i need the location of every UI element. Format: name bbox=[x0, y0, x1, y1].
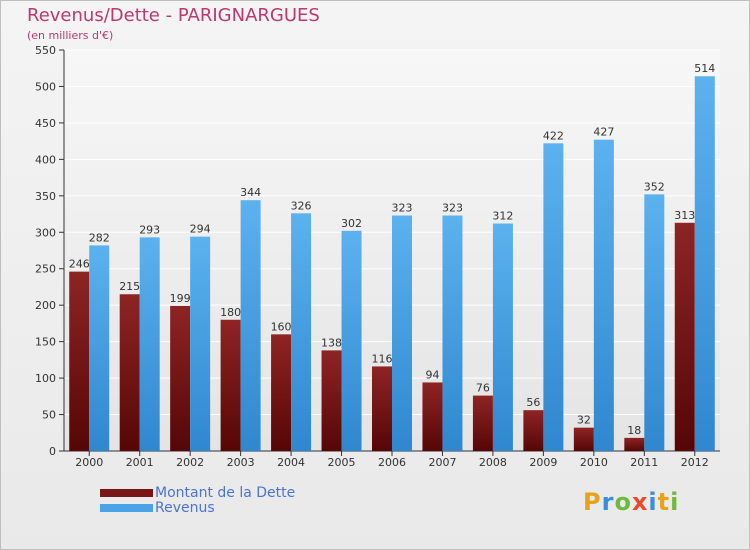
y-tick-label: 450 bbox=[35, 117, 56, 130]
y-tick-label: 100 bbox=[35, 372, 56, 385]
logo-letter: t bbox=[657, 488, 671, 516]
x-tick-label: 2002 bbox=[176, 456, 204, 469]
data-label-revenus: 514 bbox=[694, 62, 715, 75]
y-tick-label: 50 bbox=[42, 409, 56, 422]
data-label-dette: 160 bbox=[271, 320, 292, 333]
x-tick-label: 2005 bbox=[328, 456, 356, 469]
logo-letter: i bbox=[670, 488, 680, 516]
bar-revenus bbox=[644, 194, 665, 452]
data-label-dette: 180 bbox=[220, 306, 241, 319]
data-label-dette: 138 bbox=[321, 336, 342, 349]
y-tick-label: 400 bbox=[35, 153, 56, 166]
data-label-dette: 94 bbox=[425, 368, 439, 381]
bar-revenus bbox=[543, 143, 564, 451]
bar-revenus bbox=[190, 236, 211, 451]
bar-dette bbox=[372, 366, 392, 451]
data-label-dette: 76 bbox=[476, 382, 490, 395]
x-tick-label: 2012 bbox=[681, 456, 709, 469]
bar-dette bbox=[220, 319, 241, 451]
chart-title: Revenus/Dette - PARIGNARGUES bbox=[27, 5, 320, 26]
y-tick-label: 550 bbox=[35, 44, 56, 57]
bar-revenus bbox=[240, 200, 261, 451]
data-label-dette: 116 bbox=[372, 352, 393, 365]
y-tick-label: 150 bbox=[35, 336, 56, 349]
x-tick-label: 2010 bbox=[580, 456, 608, 469]
logo-letter: P bbox=[583, 488, 602, 516]
x-tick-label: 2009 bbox=[529, 456, 557, 469]
logo-letter: o bbox=[614, 488, 632, 516]
proxiti-logo: Proxiti bbox=[583, 488, 679, 516]
bar-revenus bbox=[139, 237, 160, 451]
bar-revenus bbox=[291, 213, 312, 451]
data-label-revenus: 323 bbox=[442, 202, 463, 215]
bar-revenus bbox=[694, 76, 715, 451]
data-label-revenus: 312 bbox=[492, 210, 513, 223]
y-tick-label: 0 bbox=[49, 445, 56, 458]
data-label-dette: 32 bbox=[577, 414, 591, 427]
logo-letter: x bbox=[631, 488, 649, 516]
bar-revenus bbox=[442, 215, 463, 451]
x-tick-label: 2000 bbox=[75, 456, 103, 469]
bar-dette bbox=[674, 222, 695, 451]
x-tick-label: 2011 bbox=[630, 456, 658, 469]
data-label-dette: 313 bbox=[674, 209, 695, 222]
bar-revenus bbox=[341, 230, 362, 451]
data-label-dette: 199 bbox=[170, 292, 191, 305]
bar-dette bbox=[624, 437, 645, 451]
legend-swatch-dette bbox=[100, 489, 153, 497]
data-label-revenus: 294 bbox=[190, 223, 211, 236]
bar-dette bbox=[271, 334, 292, 451]
bar-dette bbox=[69, 271, 90, 451]
data-label-revenus: 323 bbox=[392, 202, 413, 215]
data-label-dette: 56 bbox=[526, 396, 540, 409]
bar-dette bbox=[523, 410, 544, 451]
bar-revenus bbox=[492, 223, 513, 451]
logo-letter: r bbox=[601, 488, 615, 516]
bar-dette bbox=[170, 305, 191, 451]
legend-swatch-revenus bbox=[100, 504, 153, 512]
bar-revenus bbox=[593, 139, 614, 452]
bar-dette bbox=[573, 427, 594, 451]
logo-letter: i bbox=[648, 488, 658, 516]
x-tick-label: 2006 bbox=[378, 456, 406, 469]
data-label-revenus: 282 bbox=[89, 231, 110, 244]
x-tick-label: 2004 bbox=[277, 456, 305, 469]
data-label-revenus: 427 bbox=[593, 126, 614, 139]
x-tick-label: 2008 bbox=[479, 456, 507, 469]
y-tick-label: 300 bbox=[35, 226, 56, 239]
y-tick-label: 200 bbox=[35, 299, 56, 312]
x-tick-label: 2007 bbox=[428, 456, 456, 469]
data-label-revenus: 326 bbox=[291, 199, 312, 212]
x-tick-label: 2003 bbox=[227, 456, 255, 469]
bar-dette bbox=[472, 395, 493, 451]
bar-dette bbox=[422, 382, 443, 451]
y-tick-label: 250 bbox=[35, 263, 56, 276]
bar-revenus bbox=[89, 245, 110, 451]
data-label-revenus: 344 bbox=[240, 186, 261, 199]
bar-dette bbox=[119, 294, 140, 451]
data-label-dette: 18 bbox=[627, 424, 641, 437]
data-label-revenus: 293 bbox=[139, 223, 160, 236]
data-label-dette: 246 bbox=[69, 258, 90, 271]
bar-revenus bbox=[392, 215, 412, 451]
chart-subtitle: (en milliers d'€) bbox=[27, 29, 114, 42]
y-tick-label: 350 bbox=[35, 190, 56, 203]
data-label-revenus: 302 bbox=[341, 217, 362, 230]
legend-label-dette: Montant de la Dette bbox=[155, 485, 296, 501]
data-label-revenus: 352 bbox=[644, 180, 665, 193]
data-label-dette: 215 bbox=[119, 280, 140, 293]
bar-dette bbox=[321, 350, 342, 451]
data-label-revenus: 422 bbox=[543, 129, 564, 142]
legend-label-revenus: Revenus bbox=[155, 500, 215, 516]
y-tick-label: 500 bbox=[35, 80, 56, 93]
x-tick-label: 2001 bbox=[126, 456, 154, 469]
